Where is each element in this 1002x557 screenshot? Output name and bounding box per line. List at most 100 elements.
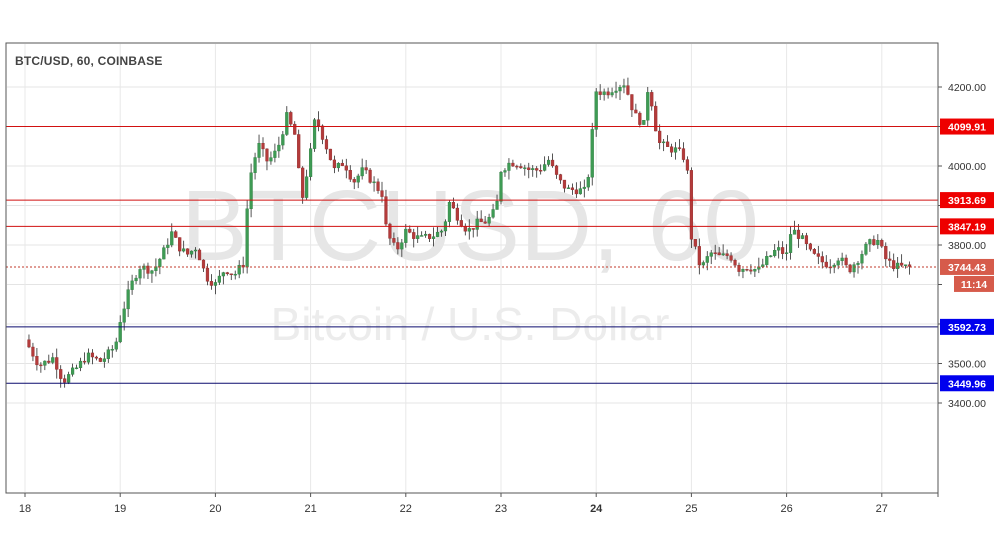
candle-body	[205, 267, 210, 282]
candle-body	[59, 369, 63, 379]
candle-body	[332, 159, 336, 169]
candle-body	[130, 280, 134, 290]
candle-body	[404, 228, 408, 243]
candle-body	[285, 112, 289, 135]
candle-body	[193, 249, 198, 252]
x-tick-label: 22	[400, 503, 412, 515]
support-label-box	[940, 318, 994, 335]
candle-body	[487, 217, 491, 224]
candle-body	[765, 256, 769, 265]
candle-body	[483, 221, 487, 224]
candle-body	[237, 264, 241, 275]
candle-body	[392, 238, 396, 243]
candle-body	[582, 186, 586, 189]
candle-body	[574, 189, 578, 195]
candle-body	[344, 165, 348, 171]
candle-body	[709, 252, 713, 257]
candle-body	[189, 250, 194, 255]
y-tick-label: 3500.00	[948, 359, 986, 371]
support-label: 3449.96	[948, 378, 986, 390]
candle-body	[650, 92, 654, 107]
candle-body	[527, 167, 531, 171]
candle-body	[792, 229, 797, 235]
candle-body	[463, 226, 467, 232]
x-tick-label: 21	[304, 503, 316, 515]
resistance-label: 4099.91	[948, 122, 986, 134]
candle-body	[376, 181, 380, 191]
candle-body	[400, 242, 404, 250]
current-price-label-box	[940, 258, 994, 275]
current-price-label: 3744.43	[948, 262, 986, 274]
candle-body	[646, 92, 650, 121]
candle-body	[725, 253, 729, 256]
candle-body	[753, 269, 757, 272]
x-tick-label: 26	[780, 503, 792, 515]
candle-body	[884, 246, 888, 260]
candle-body	[642, 119, 646, 125]
candle-body	[677, 147, 682, 149]
candle-body	[697, 246, 701, 266]
candle-body	[67, 374, 71, 383]
candle-body	[51, 357, 55, 363]
candle-body	[550, 159, 555, 167]
candle-body	[253, 157, 257, 173]
x-tick-label: 20	[209, 503, 221, 515]
candle-body	[316, 119, 321, 127]
candle-body	[904, 264, 908, 266]
candle-body	[638, 112, 642, 125]
candle-body	[324, 139, 329, 150]
resistance-label-box	[940, 218, 994, 235]
candle-body	[312, 119, 317, 149]
x-tick-label: 25	[685, 503, 697, 515]
candle-body	[515, 165, 519, 168]
candle-body	[43, 360, 47, 366]
candle-body	[439, 230, 444, 233]
candle-body	[229, 273, 233, 276]
candle-body	[499, 171, 503, 202]
candle-body	[340, 162, 344, 166]
candle-body	[892, 260, 896, 269]
candle-body	[174, 231, 178, 238]
candle-body	[356, 175, 360, 183]
candle-body	[297, 134, 301, 169]
y-tick-label: 4200.00	[948, 82, 986, 94]
candle-body	[360, 167, 364, 177]
candle-body	[245, 208, 249, 268]
candle-body	[293, 123, 297, 135]
candle-body	[562, 179, 567, 189]
candle-body	[907, 264, 912, 267]
candle-body	[788, 234, 793, 253]
candle-body	[511, 162, 515, 167]
x-tick-label: 23	[495, 503, 507, 515]
candle-body	[31, 346, 35, 357]
candle-body	[598, 91, 602, 95]
candle-body	[178, 237, 182, 252]
candle-body	[158, 258, 162, 267]
candle-body	[531, 168, 535, 171]
candle-body	[721, 253, 725, 256]
candle-body	[459, 220, 463, 227]
candle-body	[428, 233, 432, 239]
candle-body	[535, 168, 539, 171]
candle-body	[249, 172, 253, 210]
candle-body	[261, 143, 265, 150]
candle-body	[495, 201, 499, 210]
candle-body	[364, 167, 368, 171]
candle-body	[35, 356, 39, 366]
candle-body	[808, 243, 812, 250]
candle-body	[265, 148, 269, 162]
candle-body	[876, 239, 880, 245]
candle-body	[812, 249, 816, 254]
price-axis-ticks: 4200.00 4000.00 3800.00 3500.00 3400.00	[938, 82, 986, 410]
support-label-box	[940, 375, 994, 392]
candle-body	[39, 364, 43, 367]
candle-body	[852, 264, 856, 273]
candle-body	[372, 181, 376, 184]
candle-body	[471, 228, 475, 230]
candle-body	[217, 275, 221, 283]
candle-body	[336, 162, 340, 169]
y-tick-label: 4000.00	[948, 161, 986, 173]
x-tick-label: 27	[876, 503, 888, 515]
candle-body	[277, 144, 281, 152]
